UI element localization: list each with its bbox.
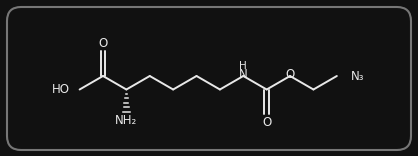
Text: O: O xyxy=(98,37,107,50)
Text: H: H xyxy=(240,61,247,71)
Text: N₃: N₃ xyxy=(351,70,364,83)
Text: NH₂: NH₂ xyxy=(115,114,138,127)
Text: N: N xyxy=(239,68,248,80)
Text: HO: HO xyxy=(51,83,70,96)
Text: O: O xyxy=(262,116,271,129)
Text: O: O xyxy=(285,68,295,80)
